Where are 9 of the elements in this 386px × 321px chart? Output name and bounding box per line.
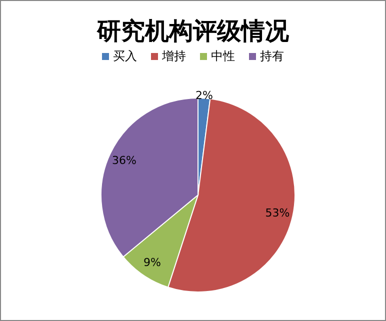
legend-label: 买入 xyxy=(112,48,137,64)
legend-label: 持有 xyxy=(259,48,284,64)
legend-label: 中性 xyxy=(210,48,235,64)
data-label: 53% xyxy=(265,206,290,220)
data-label: 2% xyxy=(196,88,213,102)
data-label: 36% xyxy=(112,154,136,167)
legend-label: 增持 xyxy=(161,48,186,64)
chart-title: 研究机构评级情况 xyxy=(96,15,290,47)
data-label: 9% xyxy=(143,256,161,269)
